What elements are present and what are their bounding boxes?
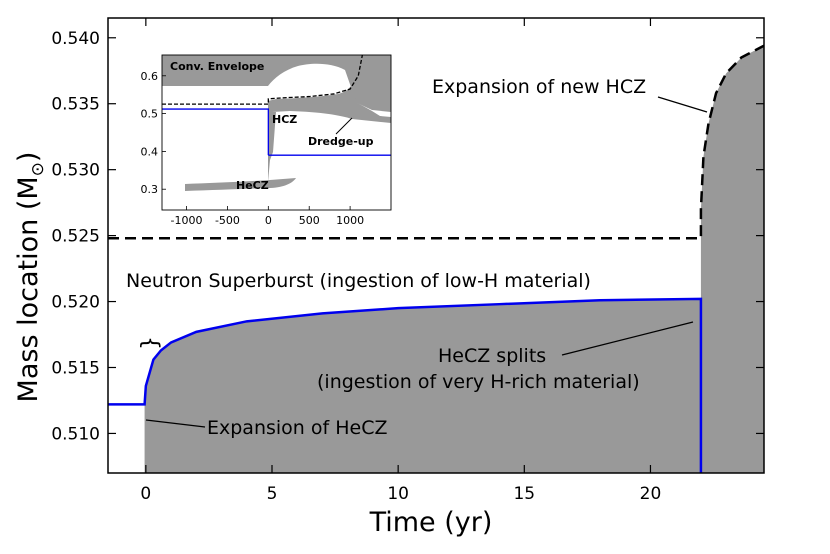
inset-y-tick-label: 0.4: [141, 145, 159, 158]
inset-convective-regions: [162, 55, 391, 191]
y-axis-label-prefix: Mass location (M: [13, 176, 44, 402]
inset-series-0: [162, 108, 269, 156]
main-x-tick-label: 10: [387, 484, 409, 504]
inset-annotation-dredge-up: Dredge-up: [308, 135, 374, 148]
inset-y-tick-label: 0.3: [141, 183, 159, 196]
main-x-tick-label: 20: [640, 484, 662, 504]
inset-annotation-hcz: HCZ: [272, 113, 297, 126]
y-axis-label-sun-symbol: ⊙: [28, 162, 48, 176]
annotation-expansion-new-hcz: Expansion of new HCZ: [432, 76, 646, 98]
y-axis-label-suffix: ): [13, 152, 44, 163]
leader-line-new-hcz: [657, 96, 708, 113]
main-x-ticks: 0 5 10 15 20: [140, 18, 661, 504]
main-y-tick-label: 0.515: [51, 358, 100, 378]
main-chart: 0 5 10 15 20 0.5100.5150.5200.5250.5300.5350…: [13, 17, 765, 538]
main-x-tick-label: 0: [140, 484, 151, 504]
x-axis-label: Time (yr): [369, 507, 493, 538]
main-series-0: [108, 297, 703, 473]
inset-hecz-region: [185, 178, 296, 191]
main-y-tick-label: 0.540: [51, 29, 100, 49]
inset-x-ticks: -1000 -500 0 500 1000: [171, 206, 364, 227]
main-plot-frame: [107, 17, 765, 474]
inset-annotation-hecz: HeCZ: [236, 179, 269, 192]
annotation-hecz-splits-detail: (ingestion of very H-rich material): [317, 371, 640, 393]
inset-y-tick-label: 0.6: [141, 70, 159, 83]
inset-y-tick-label: 0.5: [141, 108, 159, 121]
main-y-tick-label: 0.510: [51, 424, 100, 444]
inset-leader-dredge-up: [335, 117, 353, 135]
main-y-tick-label: 0.530: [51, 161, 100, 181]
inset-plot-frame: [161, 54, 392, 211]
convective-zone-fill: [144, 45, 765, 474]
inset-series-group: [162, 54, 391, 156]
y-axis-label: Mass location (M⊙): [13, 152, 48, 403]
annotation-neutron-superburst: Neutron Superburst (ingestion of low-H m…: [126, 270, 591, 292]
main-y-tick-label: 0.525: [51, 227, 100, 247]
annotation-superburst-brace: }: [138, 336, 163, 350]
inset-x-tick-label: 1000: [336, 214, 364, 227]
inset-split-region: [268, 112, 276, 182]
inset-x-tick-label: -500: [215, 214, 240, 227]
main-y-tick-label: 0.535: [51, 95, 100, 115]
inset-y-ticks: 0.3 0.4 0.5 0.6: [141, 70, 166, 196]
leader-line-expansion-hecz: [145, 419, 206, 428]
main-x-tick-label: 5: [267, 484, 278, 504]
main-y-tick-label: 0.520: [51, 293, 100, 313]
inset-x-tick-label: 500: [299, 214, 320, 227]
inset-x-tick-label: -1000: [171, 214, 203, 227]
main-series-1: [108, 44, 765, 240]
inset-chart: -1000 -500 0 500 1000 0.3 0.4 0.5 0.6 Conv. Env…: [141, 54, 392, 227]
leader-line-hecz-splits: [561, 321, 694, 356]
main-y-ticks: 0.510 0.515 0.520 0.525 0.530 0.535 0.540: [51, 29, 764, 444]
annotation-hecz-splits: HeCZ splits: [438, 345, 546, 367]
annotation-expansion-hecz: Expansion of HeCZ: [207, 417, 388, 439]
main-series-group: [108, 44, 765, 473]
inset-series-2: [162, 54, 364, 105]
inset-envelope-region: [162, 55, 391, 112]
inset-hcz-region: [268, 84, 391, 123]
inset-x-tick-label: 0: [265, 214, 272, 227]
main-x-tick-label: 15: [513, 484, 535, 504]
inset-annotation-conv-envelope: Conv. Envelope: [170, 60, 264, 73]
